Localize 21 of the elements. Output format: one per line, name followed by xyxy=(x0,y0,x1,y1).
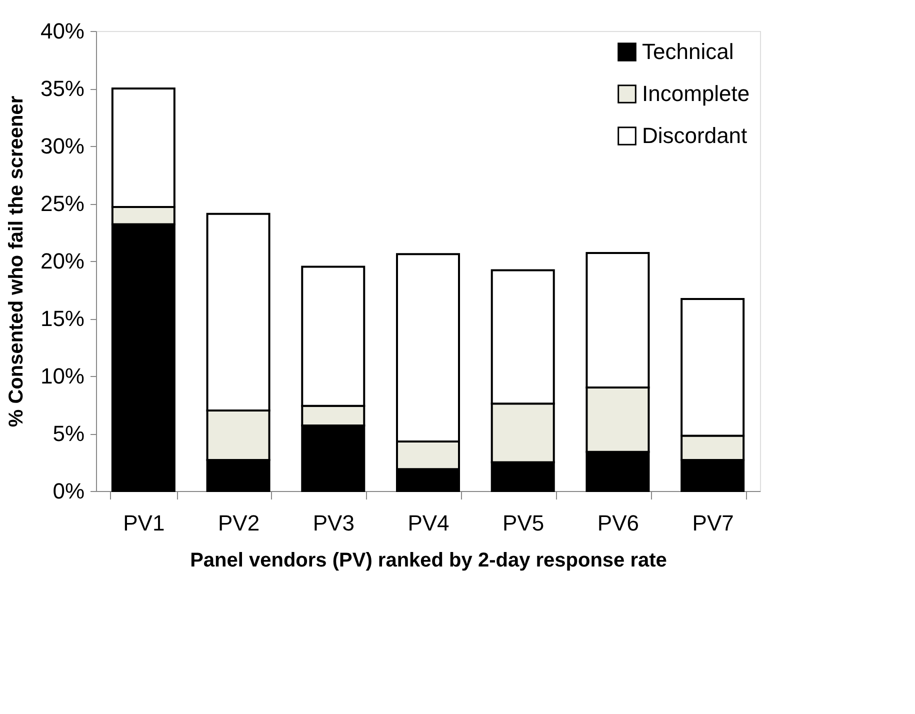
x-tick-label: PV4 xyxy=(408,510,450,536)
x-tick-label: PV2 xyxy=(218,510,260,536)
y-tick-label: 40% xyxy=(40,18,84,44)
x-tick-label: PV1 xyxy=(123,510,165,536)
y-tick-label: 30% xyxy=(40,134,84,158)
x-tick-label: PV6 xyxy=(597,510,640,536)
y-tick-label: 20% xyxy=(40,248,84,274)
y-tick-label: 15% xyxy=(40,306,84,331)
y-tick-label: 5% xyxy=(52,421,84,446)
legend-label: Discordant xyxy=(642,123,748,148)
y-tick-label: 10% xyxy=(40,364,84,388)
legend-label: Incomplete xyxy=(642,81,750,106)
legend-label: Technical xyxy=(642,39,734,64)
x-tick-label: PV3 xyxy=(312,510,354,536)
y-tick-label: 0% xyxy=(52,478,84,504)
x-tick-label: PV5 xyxy=(502,510,544,536)
x-tick-label: PV7 xyxy=(692,510,734,536)
y-axis-title: % Consented who fail the screener xyxy=(5,96,28,428)
y-tick-label: 25% xyxy=(40,191,84,216)
x-axis-title: Panel vendors (PV) ranked by 2-day response rate xyxy=(190,550,667,572)
y-tick-label: 35% xyxy=(40,76,84,101)
